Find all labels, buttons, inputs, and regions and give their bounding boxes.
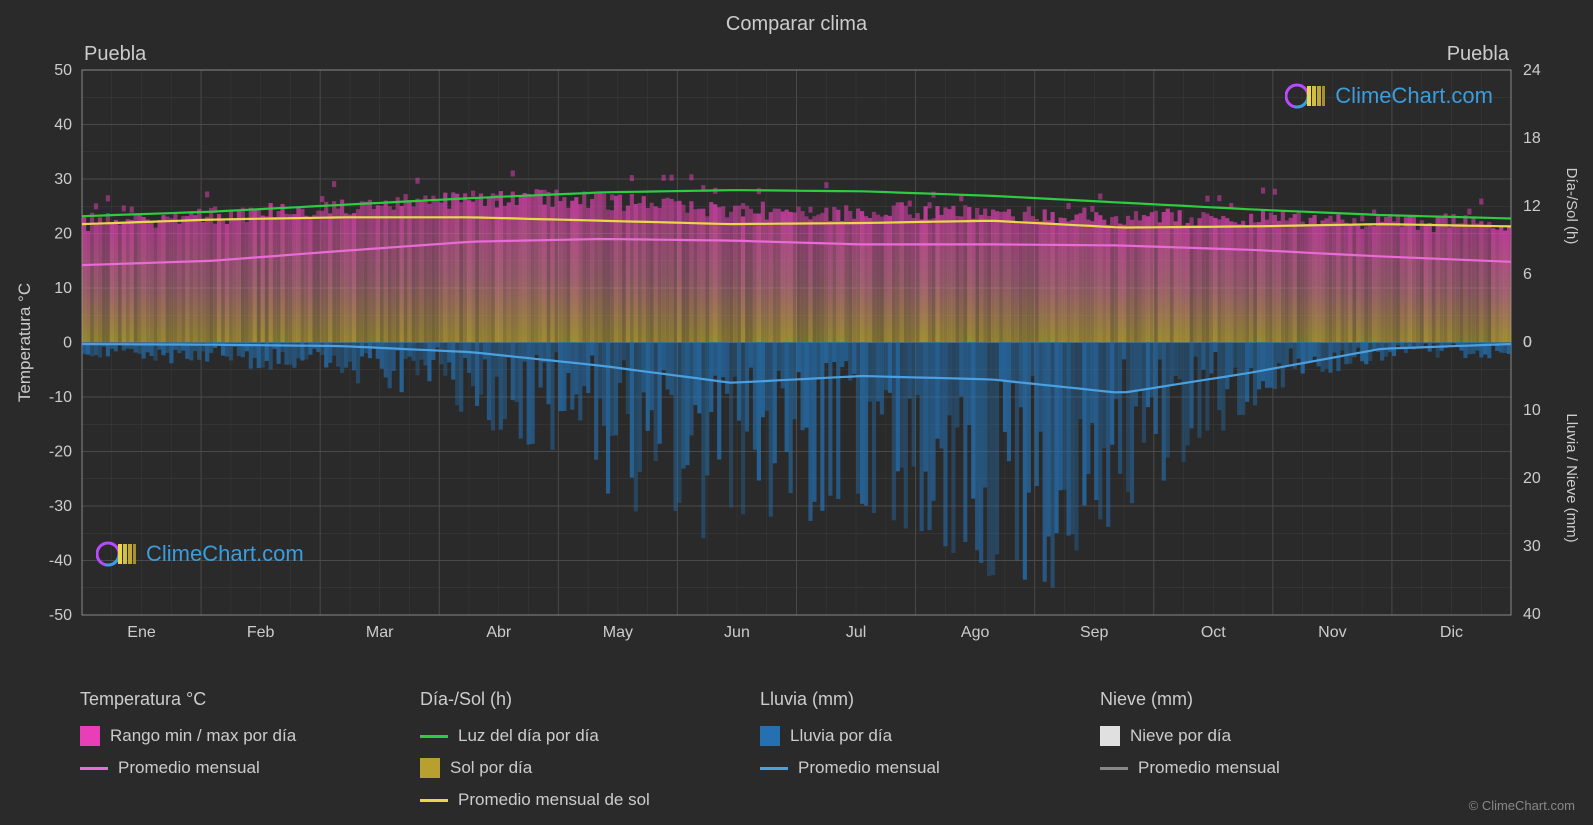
legend-swatch (1100, 726, 1120, 746)
svg-text:Abr: Abr (486, 624, 512, 641)
svg-text:30: 30 (54, 171, 72, 188)
svg-text:-20: -20 (49, 444, 72, 461)
legend-swatch (420, 799, 448, 802)
watermark-top: ClimeChart.com (1285, 82, 1493, 110)
svg-text:20: 20 (1523, 470, 1541, 487)
svg-text:0: 0 (1523, 334, 1532, 351)
svg-text:Feb: Feb (247, 624, 275, 641)
svg-text:-10: -10 (49, 389, 72, 406)
svg-text:May: May (603, 624, 633, 641)
svg-text:18: 18 (1523, 130, 1541, 147)
svg-text:Nov: Nov (1318, 624, 1346, 641)
svg-text:10: 10 (1523, 402, 1541, 419)
legend-label: Promedio mensual (1138, 758, 1280, 778)
svg-text:Lluvia / Nieve (mm): Lluvia / Nieve (mm) (1563, 413, 1580, 542)
legend-label: Promedio mensual de sol (458, 790, 650, 810)
legend-title: Lluvia (mm) (760, 689, 1040, 710)
legend-swatch (80, 726, 100, 746)
watermark-bottom: ClimeChart.com (96, 540, 304, 568)
legend-title: Temperatura °C (80, 689, 360, 710)
legend-group: Día-/Sol (h) Luz del día por día Sol por d… (420, 689, 700, 810)
legend-swatch (760, 726, 780, 746)
watermark-text: ClimeChart.com (146, 541, 304, 567)
legend-title: Día-/Sol (h) (420, 689, 700, 710)
svg-text:50: 50 (54, 62, 72, 79)
legend-swatch (760, 767, 788, 770)
svg-text:0: 0 (63, 335, 72, 352)
svg-text:30: 30 (1523, 538, 1541, 555)
svg-text:Jun: Jun (724, 624, 750, 641)
legend-label: Nieve por día (1130, 726, 1231, 746)
svg-text:24: 24 (1523, 62, 1541, 79)
copyright: © ClimeChart.com (1469, 798, 1575, 813)
legend-item: Sol por día (420, 758, 700, 778)
legend-item: Rango min / max por día (80, 726, 360, 746)
svg-text:40: 40 (1523, 606, 1541, 623)
legend-item: Lluvia por día (760, 726, 1040, 746)
legend-label: Promedio mensual (118, 758, 260, 778)
watermark-text: ClimeChart.com (1335, 83, 1493, 109)
legend-swatch (420, 735, 448, 738)
legend-item: Promedio mensual (80, 758, 360, 778)
legend-title: Nieve (mm) (1100, 689, 1380, 710)
svg-text:Día-/Sol (h): Día-/Sol (h) (1563, 168, 1580, 245)
svg-text:20: 20 (54, 226, 72, 243)
svg-text:Puebla: Puebla (1447, 43, 1510, 65)
svg-text:40: 40 (54, 117, 72, 134)
legend-label: Lluvia por día (790, 726, 892, 746)
legend-swatch (80, 767, 108, 770)
svg-text:12: 12 (1523, 198, 1541, 215)
legend-group: Nieve (mm) Nieve por día Promedio mensual (1100, 689, 1380, 810)
svg-text:Oct: Oct (1201, 624, 1226, 641)
legend: Temperatura °C Rango min / max por día Pro… (80, 689, 1553, 810)
svg-text:-30: -30 (49, 498, 72, 515)
legend-label: Rango min / max por día (110, 726, 296, 746)
svg-text:6: 6 (1523, 266, 1532, 283)
legend-item: Nieve por día (1100, 726, 1380, 746)
legend-group: Temperatura °C Rango min / max por día Pro… (80, 689, 360, 810)
svg-text:Comparar clima: Comparar clima (726, 13, 868, 35)
svg-text:Sep: Sep (1080, 624, 1109, 641)
svg-text:Jul: Jul (846, 624, 866, 641)
svg-text:Ago: Ago (961, 624, 990, 641)
svg-text:10: 10 (54, 280, 72, 297)
legend-item: Promedio mensual (760, 758, 1040, 778)
legend-item: Promedio mensual de sol (420, 790, 700, 810)
legend-item: Luz del día por día (420, 726, 700, 746)
legend-swatch (1100, 767, 1128, 770)
svg-text:-40: -40 (49, 553, 72, 570)
legend-label: Sol por día (450, 758, 532, 778)
svg-text:Puebla: Puebla (84, 43, 147, 65)
svg-text:Temperatura °C: Temperatura °C (15, 283, 34, 402)
svg-text:Mar: Mar (366, 624, 394, 641)
legend-label: Promedio mensual (798, 758, 940, 778)
legend-item: Promedio mensual (1100, 758, 1380, 778)
svg-text:-50: -50 (49, 607, 72, 624)
legend-swatch (420, 758, 440, 778)
svg-text:Dic: Dic (1440, 624, 1463, 641)
svg-text:Ene: Ene (127, 624, 156, 641)
legend-group: Lluvia (mm) Lluvia por día Promedio mensua… (760, 689, 1040, 810)
legend-label: Luz del día por día (458, 726, 599, 746)
